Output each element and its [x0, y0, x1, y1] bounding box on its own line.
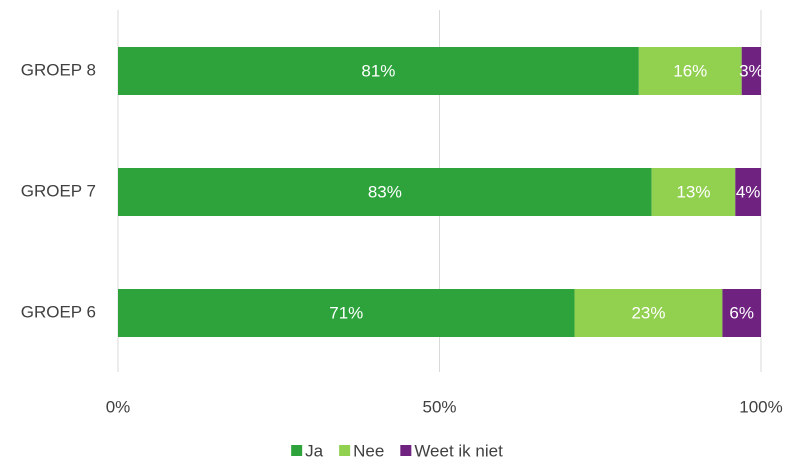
- bar-segment: [651, 168, 736, 216]
- data-label: 16%: [673, 61, 707, 80]
- x-tick-label: 0%: [106, 397, 131, 416]
- data-label: 83%: [368, 182, 402, 201]
- data-label: 4%: [736, 182, 761, 201]
- x-tick-label: 100%: [739, 397, 782, 416]
- data-label: 23%: [631, 303, 665, 322]
- bar-segment: [574, 289, 723, 337]
- legend-swatch: [400, 445, 412, 456]
- bar-segment: [735, 168, 761, 216]
- data-label: 13%: [676, 182, 710, 201]
- legend-label: Ja: [305, 441, 324, 460]
- data-label: 71%: [329, 303, 363, 322]
- legend-swatch: [339, 445, 351, 456]
- data-label: 3%: [739, 61, 764, 80]
- legend-swatch: [291, 445, 303, 456]
- y-tick-label: GROEP 8: [21, 60, 96, 79]
- data-label: 6%: [729, 303, 754, 322]
- data-label: 81%: [361, 61, 395, 80]
- x-tick-label: 50%: [422, 397, 456, 416]
- bar-segment: [638, 47, 742, 95]
- bar-segment: [722, 289, 761, 337]
- bar-segment: [118, 47, 639, 95]
- y-tick-label: GROEP 6: [21, 302, 96, 321]
- legend-label: Nee: [353, 441, 384, 460]
- legend-label: Weet ik niet: [414, 441, 503, 460]
- bar-segment: [741, 47, 761, 95]
- y-tick-label: GROEP 7: [21, 181, 96, 200]
- bar-segment: [118, 289, 575, 337]
- bar-segment: [118, 168, 652, 216]
